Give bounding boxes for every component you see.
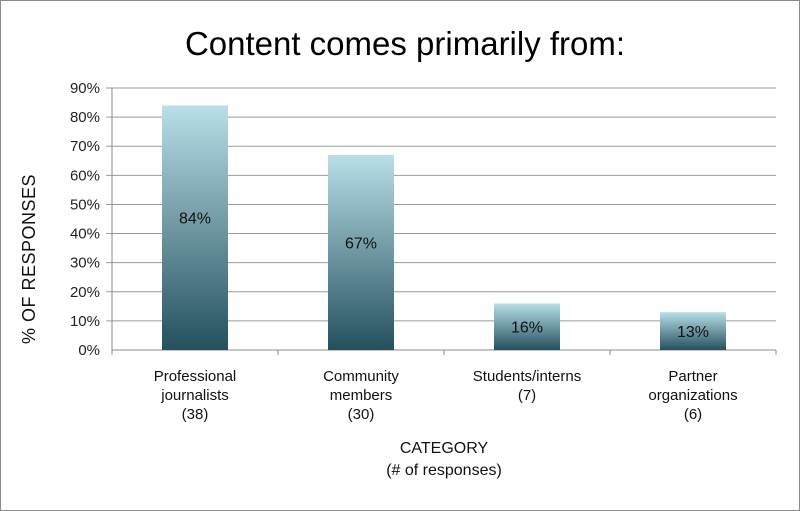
y-axis-title: % OF RESPONSES xyxy=(19,174,39,344)
x-axis-title-line-1: CATEGORY xyxy=(400,440,489,457)
x-category-label: (30) xyxy=(348,406,375,423)
y-tick-label: 30% xyxy=(70,255,100,272)
x-category-label: Students/interns xyxy=(473,368,581,385)
y-tick-label: 50% xyxy=(70,196,100,213)
x-category-label: organizations xyxy=(648,387,737,404)
bar-data-label: 16% xyxy=(511,320,543,337)
bar-data-label: 67% xyxy=(345,235,377,252)
bars: 84% 67% 16% 13% xyxy=(162,105,726,350)
x-axis-title-line-2: (# of responses) xyxy=(386,462,502,479)
y-tick-label: 90% xyxy=(70,80,100,97)
y-tick-label: 10% xyxy=(70,313,100,330)
bar xyxy=(328,154,394,350)
x-category-label: journalists xyxy=(160,387,229,404)
x-category-label: (6) xyxy=(684,406,702,423)
y-axis-ticks: 0% 10% 20% 30% 40% 50% 60% 70% 80% 90% xyxy=(70,80,100,359)
x-category-label: members xyxy=(330,387,393,404)
x-category-label: (38) xyxy=(182,406,209,423)
y-tick-label: 20% xyxy=(70,284,100,301)
y-tick-label: 40% xyxy=(70,226,100,243)
bar xyxy=(162,105,228,350)
y-tick-label: 0% xyxy=(78,342,100,359)
bar-data-label: 84% xyxy=(179,211,211,228)
bar-data-label: 13% xyxy=(677,324,709,341)
x-axis-categories: Professional journalists (38) Community memb… xyxy=(154,368,738,423)
x-category-label: Community xyxy=(323,368,399,385)
y-tick-label: 60% xyxy=(70,167,100,184)
bar xyxy=(660,312,726,350)
bar xyxy=(494,303,560,350)
x-category-label: (7) xyxy=(518,387,536,404)
y-tick-label: 70% xyxy=(70,138,100,155)
chart-title: Content comes primarily from: xyxy=(185,25,625,62)
y-tick-label: 80% xyxy=(70,109,100,126)
x-category-label: Partner xyxy=(668,368,717,385)
x-category-label: Professional xyxy=(154,368,237,385)
